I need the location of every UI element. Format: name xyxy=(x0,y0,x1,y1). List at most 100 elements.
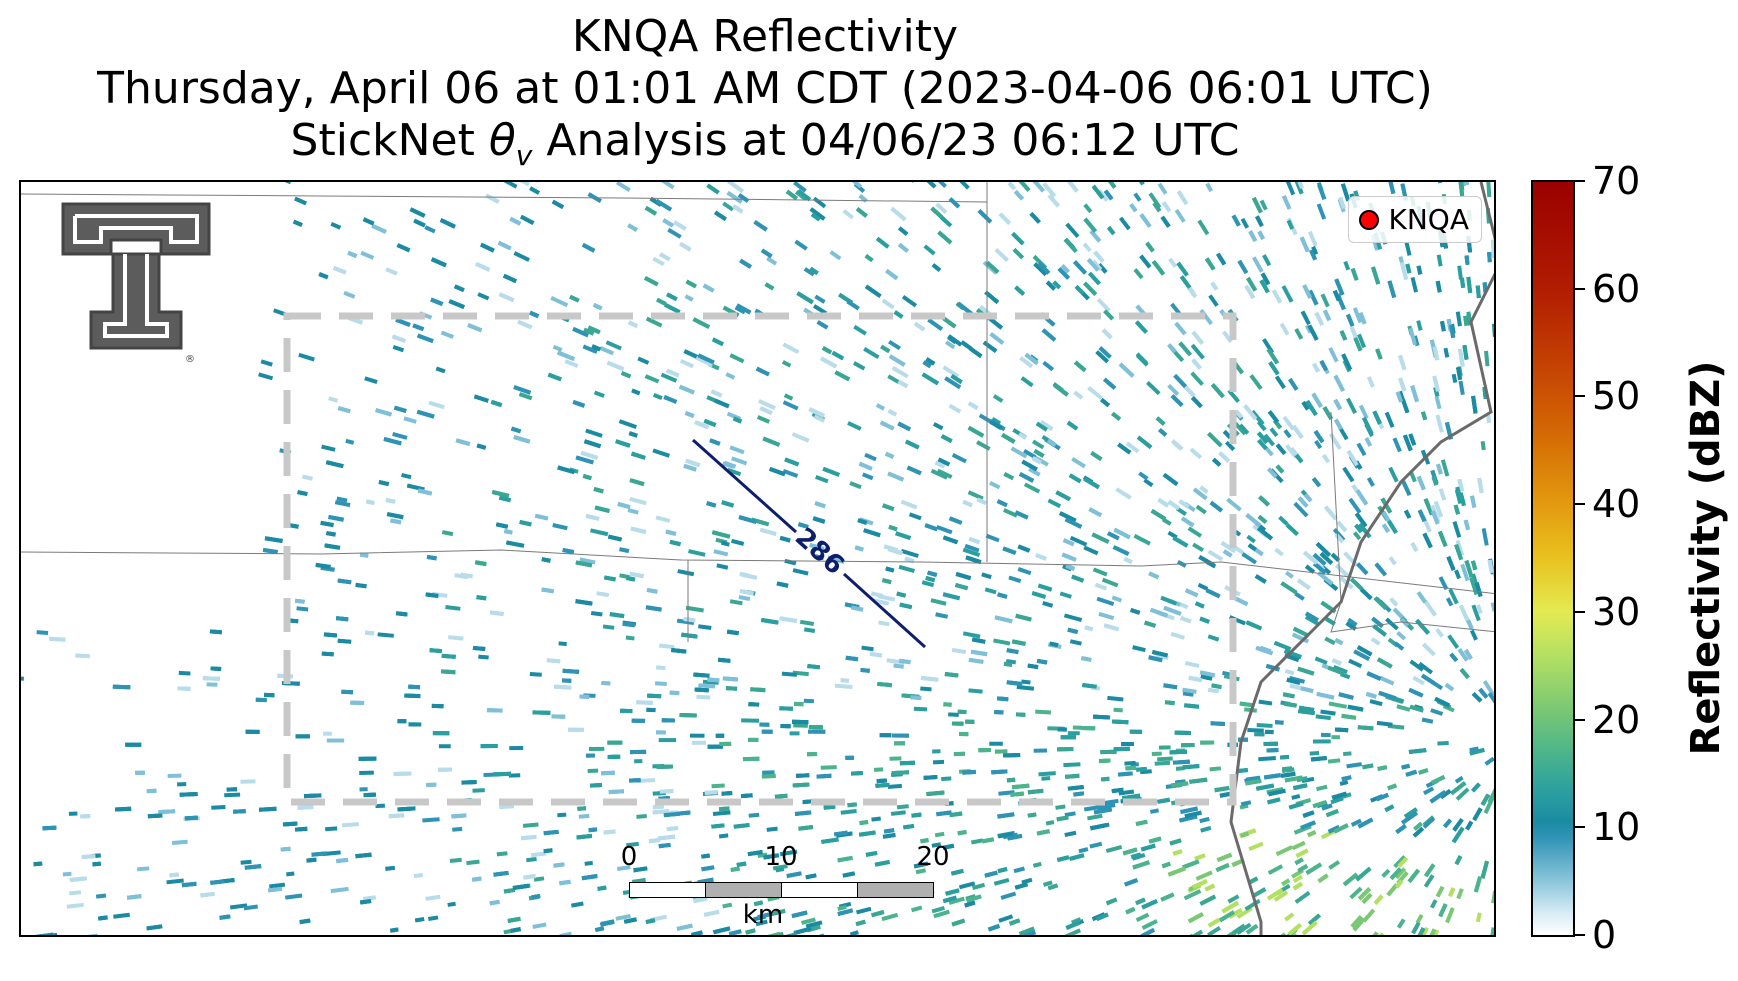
reflectivity-pixel xyxy=(1207,634,1220,642)
reflectivity-pixel xyxy=(883,544,898,553)
reflectivity-pixel xyxy=(1199,670,1216,678)
reflectivity-pixel xyxy=(492,771,511,777)
reflectivity-pixel xyxy=(962,499,973,508)
reflectivity-pixel xyxy=(906,465,922,476)
reflectivity-pixel xyxy=(1093,807,1113,815)
reflectivity-pixel xyxy=(940,434,953,443)
reflectivity-pixel xyxy=(991,769,1008,775)
reflectivity-pixel xyxy=(937,230,953,245)
reflectivity-pixel xyxy=(762,931,781,935)
reflectivity-pixel xyxy=(388,813,405,819)
reflectivity-pixel xyxy=(1038,771,1056,777)
reflectivity-pixel xyxy=(1039,420,1054,432)
reflectivity-pixel xyxy=(1375,348,1383,360)
colorbar-tick-label: 60 xyxy=(1592,266,1641,311)
reflectivity-pixel xyxy=(1042,182,1057,198)
reflectivity-pixel xyxy=(1401,399,1410,414)
reflectivity-pixel xyxy=(1471,782,1481,793)
reflectivity-pixel xyxy=(360,250,375,260)
reflectivity-pixel xyxy=(1345,313,1355,327)
reflectivity-pixel xyxy=(1334,533,1345,544)
reflectivity-pixel xyxy=(913,706,928,712)
reflectivity-pixel xyxy=(794,239,808,251)
reflectivity-pixel xyxy=(206,682,218,687)
reflectivity-pixel xyxy=(673,220,687,231)
reflectivity-pixel xyxy=(1339,330,1348,341)
reflectivity-pixel xyxy=(644,205,657,216)
reflectivity-pixel xyxy=(473,394,489,403)
reflectivity-pixel xyxy=(1409,659,1425,672)
reflectivity-pixel xyxy=(1372,410,1382,425)
reflectivity-pixel xyxy=(935,525,953,535)
reflectivity-pixel xyxy=(1476,604,1483,614)
reflectivity-pixel xyxy=(510,927,521,933)
reflectivity-pixel xyxy=(685,279,697,289)
reflectivity-pixel xyxy=(630,526,647,534)
reflectivity-pixel xyxy=(1111,787,1124,794)
reflectivity-pixel xyxy=(68,811,78,816)
reflectivity-pixel xyxy=(451,813,467,819)
reflectivity-pixel xyxy=(812,304,827,315)
reflectivity-pixel xyxy=(661,182,675,190)
reflectivity-pixel xyxy=(1190,371,1204,386)
reflectivity-pixel xyxy=(1003,753,1021,758)
reflectivity-pixel xyxy=(1348,658,1363,669)
reflectivity-pixel xyxy=(1463,315,1469,326)
reflectivity-pixel xyxy=(645,316,663,328)
reflectivity-pixel xyxy=(628,431,638,438)
reflectivity-pixel xyxy=(1495,182,1496,200)
reflectivity-pixel xyxy=(1252,256,1264,273)
reflectivity-pixel xyxy=(1041,328,1057,342)
reflectivity-pixel xyxy=(1263,773,1281,780)
reflectivity-pixel xyxy=(1091,184,1105,200)
reflectivity-pixel xyxy=(1199,616,1210,624)
reflectivity-pixel xyxy=(471,876,482,882)
reflectivity-pixel xyxy=(792,719,809,725)
radar-map[interactable]: 286 ® KNQA 0 10 20 km xyxy=(19,180,1496,937)
reflectivity-pixel xyxy=(437,767,452,772)
reflectivity-pixel xyxy=(1486,414,1491,424)
reflectivity-pixel xyxy=(1007,833,1023,841)
reflectivity-pixel xyxy=(1135,897,1146,906)
reflectivity-pixel xyxy=(733,823,750,829)
reflectivity-pixel xyxy=(1460,563,1470,582)
reflectivity-pixel xyxy=(1067,627,1079,634)
reflectivity-pixel xyxy=(1397,856,1409,868)
scale-segment-4 xyxy=(857,882,934,898)
reflectivity-pixel xyxy=(1245,513,1262,528)
reflectivity-pixel xyxy=(846,299,860,311)
reflectivity-pixel xyxy=(66,902,84,909)
reflectivity-pixel xyxy=(1283,429,1292,439)
reflectivity-pixel xyxy=(1386,883,1399,897)
reflectivity-pixel xyxy=(1066,420,1079,431)
reflectivity-pixel xyxy=(745,928,756,935)
reflectivity-pixel xyxy=(620,708,633,714)
reflectivity-pixel xyxy=(920,675,939,682)
reflectivity-pixel xyxy=(328,396,339,403)
reflectivity-pixel xyxy=(779,849,798,857)
reflectivity-pixel xyxy=(559,931,572,935)
reflectivity-pixel xyxy=(1330,552,1340,562)
theta-v-contour-upper xyxy=(692,438,797,534)
reflectivity-pixel xyxy=(837,908,854,917)
reflectivity-pixel xyxy=(722,902,733,909)
reflectivity-pixel xyxy=(617,502,631,510)
reflectivity-pixel xyxy=(692,317,711,329)
reflectivity-pixel xyxy=(1411,921,1421,935)
reflectivity-pixel xyxy=(803,267,815,277)
reflectivity-pixel xyxy=(1413,821,1423,831)
reflectivity-pixel xyxy=(1006,777,1016,783)
reflectivity-pixel xyxy=(1121,742,1134,747)
reflectivity-pixel xyxy=(1474,582,1483,598)
reflectivity-pixel xyxy=(325,460,344,469)
reflectivity-pixel xyxy=(49,636,66,642)
reflectivity-pixel xyxy=(480,744,498,749)
reflectivity-pixel xyxy=(1457,265,1463,280)
reflectivity-pixel xyxy=(147,813,163,819)
reflectivity-pixel xyxy=(596,591,610,598)
reflectivity-pixel xyxy=(760,617,779,625)
colorbar-tick-label: 10 xyxy=(1592,805,1641,850)
reflectivity-pixel xyxy=(820,356,838,369)
reflectivity-pixel xyxy=(1104,798,1119,805)
reflectivity-pixel xyxy=(801,917,816,925)
